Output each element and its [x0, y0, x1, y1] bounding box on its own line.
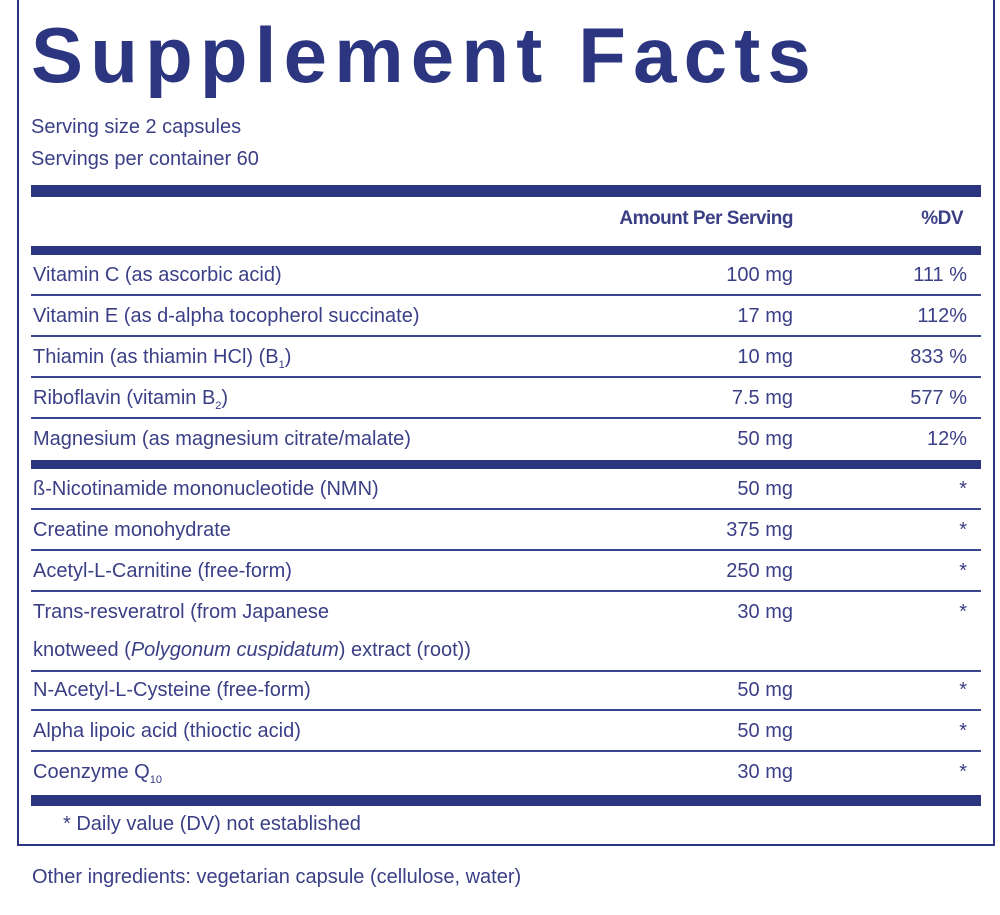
dv: *	[959, 601, 967, 623]
amount: 375 mg	[726, 519, 793, 541]
ingredient-row: Magnesium (as magnesium citrate/malate) 5…	[31, 419, 981, 458]
panel-title: Supplement Facts	[31, 11, 818, 99]
text: Alpha lipoic acid (thioctic acid)	[33, 720, 301, 742]
amount: 10 mg	[737, 346, 793, 368]
dv: 112%	[917, 305, 967, 327]
ingredient-name: Magnesium (as magnesium citrate/malate)	[33, 428, 411, 453]
ingredient-row: N-Acetyl-L-Cysteine (free-form) 50 mg *	[31, 670, 981, 711]
dv: *	[959, 720, 967, 742]
text: N-Acetyl-L-Cysteine (free-form)	[33, 679, 311, 701]
ingredient-name: Coenzyme Q10	[33, 761, 162, 786]
subscript: 10	[149, 774, 162, 786]
text: Riboflavin (vitamin B	[33, 387, 216, 409]
ingredient-row: Thiamin (as thiamin HCl) (B1) 10 mg 833 %	[31, 337, 981, 378]
text: Vitamin E (as d-alpha tocopherol succina…	[33, 305, 420, 327]
text: )	[284, 346, 292, 368]
ingredient-row: Creatine monohydrate 375 mg *	[31, 510, 981, 551]
serving-size: Serving size 2 capsules	[31, 116, 242, 138]
other-ingredients: Other ingredients: vegetarian capsule (c…	[32, 866, 522, 888]
servings-per-container: Servings per container 60	[31, 148, 259, 170]
ingredient-row: ß-Nicotinamide mononucleotide (NMN) 50 mg…	[31, 469, 981, 510]
amount: 50 mg	[737, 720, 793, 742]
text: Acetyl-L-Carnitine (free-form)	[33, 560, 292, 582]
text: Thiamin (as thiamin HCl) (B	[33, 346, 279, 368]
dv: *	[959, 679, 967, 701]
ingredient-name: N-Acetyl-L-Cysteine (free-form)	[33, 679, 311, 704]
text: )	[221, 387, 229, 409]
divider-thick	[31, 795, 981, 806]
text: Magnesium (as magnesium citrate/malate)	[33, 428, 411, 450]
ingredient-name: Vitamin E (as d-alpha tocopherol succina…	[33, 305, 420, 330]
divider-thick	[31, 460, 981, 469]
dv: 833 %	[910, 346, 967, 368]
text: Coenzyme Q	[33, 761, 150, 783]
dv: 577 %	[910, 387, 967, 409]
divider-thick	[31, 185, 981, 197]
ingredient-row: Vitamin E (as d-alpha tocopherol succina…	[31, 296, 981, 337]
ingredient-row: Acetyl-L-Carnitine (free-form) 250 mg *	[31, 551, 981, 592]
latin-name: Polygonum cuspidatum	[130, 639, 339, 661]
divider-thick	[31, 246, 981, 255]
ingredient-name: Trans-resveratrol (from Japanese	[33, 601, 330, 623]
ingredient-row: Alpha lipoic acid (thioctic acid) 50 mg *	[31, 711, 981, 752]
amount: 17 mg	[737, 305, 793, 327]
amount: 50 mg	[737, 679, 793, 701]
dv: *	[959, 761, 967, 783]
amount: 100 mg	[726, 264, 793, 286]
amount: 7.5 mg	[731, 387, 793, 409]
ingredient-name: Alpha lipoic acid (thioctic acid)	[33, 720, 301, 745]
footnote: * Daily value (DV) not established	[63, 813, 361, 835]
dv: *	[959, 560, 967, 582]
text: Vitamin C (as ascorbic acid)	[33, 264, 282, 286]
amount: 30 mg	[737, 761, 793, 783]
ingredient-name: Thiamin (as thiamin HCl) (B1)	[33, 346, 291, 371]
ingredient-name: Acetyl-L-Carnitine (free-form)	[33, 560, 292, 585]
amount: 50 mg	[737, 478, 793, 500]
ingredient-row: Vitamin C (as ascorbic acid) 100 mg 111 %	[31, 255, 981, 296]
dv: 12%	[926, 428, 967, 450]
header-dv: %DV	[921, 208, 963, 229]
ingredient-name: Riboflavin (vitamin B2)	[33, 387, 228, 412]
subscript: 1	[278, 359, 285, 371]
ingredient-row: Riboflavin (vitamin B2) 7.5 mg 577 %	[31, 378, 981, 419]
ingredient-row: Coenzyme Q10 30 mg *	[31, 752, 981, 791]
dv: *	[959, 478, 967, 500]
text: ) extract (root))	[338, 639, 471, 661]
header-amount: Amount Per Serving	[619, 208, 793, 229]
supplement-facts-panel: Supplement Facts Serving size 2 capsules…	[17, 0, 995, 846]
subscript: 2	[215, 400, 222, 412]
text: ß-Nicotinamide mononucleotide (NMN)	[33, 478, 379, 500]
ingredient-name-continued: knotweed (Polygonum cuspidatum) extract …	[33, 639, 471, 662]
ingredient-name: Vitamin C (as ascorbic acid)	[33, 264, 282, 289]
amount: 50 mg	[737, 428, 793, 450]
ingredient-name: Creatine monohydrate	[33, 519, 231, 544]
text: knotweed (	[33, 639, 131, 661]
text: Creatine monohydrate	[33, 519, 231, 541]
ingredient-row: Trans-resveratrol (from Japanese knotwee…	[31, 592, 981, 672]
dv: *	[959, 519, 967, 541]
amount: 30 mg	[737, 601, 793, 623]
ingredient-name: ß-Nicotinamide mononucleotide (NMN)	[33, 478, 379, 503]
dv: 111 %	[913, 264, 967, 286]
amount: 250 mg	[726, 560, 793, 582]
